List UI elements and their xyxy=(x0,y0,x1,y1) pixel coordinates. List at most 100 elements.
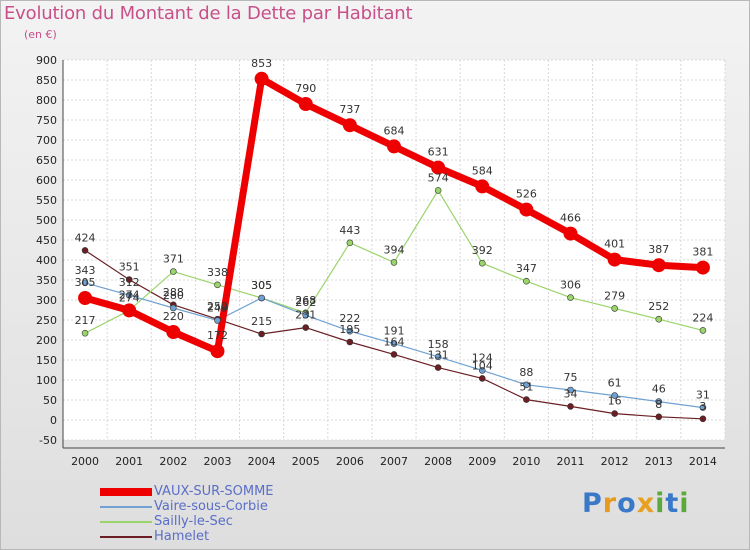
y-tick-label: 800 xyxy=(36,94,57,107)
x-tick-label: 2004 xyxy=(248,455,276,468)
data-point-vaux-sur-somme xyxy=(651,258,666,273)
data-label-vaire-sous-corbie: 191 xyxy=(384,325,405,338)
data-label-vaire-sous-corbie: 31 xyxy=(696,389,710,402)
data-point-vaire-sous-corbie xyxy=(170,304,177,312)
data-label-hamelet: 231 xyxy=(295,309,316,322)
legend-swatch xyxy=(100,506,152,508)
y-tick-label: 550 xyxy=(36,194,57,207)
data-label-sailly-le-sec: 279 xyxy=(604,289,625,302)
x-tick-label: 2014 xyxy=(689,455,717,468)
data-point-vaux-sur-somme xyxy=(210,344,225,359)
axes xyxy=(62,60,725,449)
data-point-vaire-sous-corbie xyxy=(125,291,133,299)
y-tick-label: 350 xyxy=(36,274,57,287)
gridlines xyxy=(62,59,726,441)
y-tick-label: 850 xyxy=(36,74,57,87)
legend-label: Hamelet xyxy=(154,529,210,544)
logo-letter: t xyxy=(665,488,680,519)
logo-letter: i xyxy=(655,488,666,519)
legend-swatch xyxy=(100,488,152,496)
data-point-vaire-sous-corbie xyxy=(523,381,530,389)
data-label-vaire-sous-corbie: 88 xyxy=(519,366,533,379)
data-label-vaire-sous-corbie: 75 xyxy=(564,371,578,384)
data-label-sailly-le-sec: 394 xyxy=(384,243,405,256)
data-point-vaire-sous-corbie xyxy=(214,317,221,324)
data-point-sailly-le-sec xyxy=(567,294,574,301)
x-tick-label: 2010 xyxy=(512,455,540,468)
data-label-vaire-sous-corbie: 46 xyxy=(652,383,666,396)
data-point-vaux-sur-somme xyxy=(78,291,93,305)
data-label-vaire-sous-corbie: 262 xyxy=(295,296,316,309)
data-label-sailly-le-sec: 338 xyxy=(207,266,228,279)
data-point-hamelet xyxy=(346,338,354,346)
y-tick-label: 250 xyxy=(36,314,57,327)
y-tick-label: 650 xyxy=(36,154,57,167)
data-label-hamelet: 424 xyxy=(75,231,96,244)
data-label-hamelet: 16 xyxy=(608,395,622,408)
x-tick-label: 2001 xyxy=(115,455,143,468)
data-point-vaire-sous-corbie xyxy=(655,398,663,405)
x-tick-label: 2000 xyxy=(71,455,99,468)
data-label-hamelet: 104 xyxy=(472,359,493,372)
y-tick-label: 900 xyxy=(36,54,57,67)
data-point-vaire-sous-corbie xyxy=(478,367,486,374)
x-tick-label: 2013 xyxy=(645,455,673,468)
data-label-vaire-sous-corbie: 312 xyxy=(119,276,140,289)
data-label-vaux-sur-somme: 631 xyxy=(428,146,449,159)
data-point-hamelet xyxy=(434,364,442,371)
y-tick-label: 600 xyxy=(36,174,57,187)
data-label-vaire-sous-corbie: 249 xyxy=(207,301,228,314)
data-point-vaux-sur-somme xyxy=(254,71,269,86)
data-label-sailly-le-sec: 224 xyxy=(692,311,713,324)
y-tick-label: 50 xyxy=(43,394,57,407)
data-label-vaux-sur-somme: 387 xyxy=(648,243,669,256)
data-point-vaire-sous-corbie xyxy=(611,392,618,399)
data-label-sailly-le-sec: 268 xyxy=(295,294,316,307)
data-point-sailly-le-sec xyxy=(523,277,530,285)
data-point-hamelet xyxy=(478,375,486,382)
data-point-vaux-sur-somme xyxy=(519,202,534,217)
data-point-hamelet xyxy=(655,413,663,421)
data-point-sailly-le-sec xyxy=(346,239,354,247)
data-label-sailly-le-sec: 274 xyxy=(119,291,140,304)
data-point-vaux-sur-somme xyxy=(695,260,710,275)
legend-swatch xyxy=(100,521,152,523)
data-label-vaux-sur-somme: 466 xyxy=(560,212,581,225)
data-label-sailly-le-sec: 252 xyxy=(648,300,669,313)
chart-title: Evolution du Montant de la Dette par Hab… xyxy=(4,3,413,24)
data-label-vaire-sous-corbie: 158 xyxy=(428,338,449,351)
data-label-sailly-le-sec: 443 xyxy=(339,224,360,237)
data-point-vaux-sur-somme xyxy=(607,252,622,267)
data-label-hamelet: 51 xyxy=(519,381,533,394)
x-tick-label: 2006 xyxy=(336,455,364,468)
data-label-vaux-sur-somme: 381 xyxy=(692,246,713,259)
data-point-vaux-sur-somme xyxy=(387,139,401,154)
legend-label: VAUX-SUR-SOMME xyxy=(154,484,274,499)
y-tick-label: 300 xyxy=(36,294,57,307)
data-label-hamelet: 3 xyxy=(699,400,706,413)
logo-letter: i xyxy=(679,488,690,519)
data-point-sailly-le-sec xyxy=(611,305,618,312)
data-point-vaire-sous-corbie xyxy=(567,386,574,394)
data-label-hamelet: 8 xyxy=(655,398,662,411)
data-label-sailly-le-sec: 217 xyxy=(75,314,96,327)
data-label-vaux-sur-somme: 401 xyxy=(604,238,625,251)
data-point-hamelet xyxy=(611,410,618,417)
data-label-vaire-sous-corbie: 124 xyxy=(472,351,493,364)
data-label-sailly-le-sec: 305 xyxy=(251,279,272,292)
y-tick-label: -50 xyxy=(39,434,57,447)
data-point-vaux-sur-somme xyxy=(475,179,490,194)
data-label-vaux-sur-somme: 172 xyxy=(207,329,228,342)
logo-letter: P xyxy=(582,488,603,519)
data-point-hamelet xyxy=(523,396,530,403)
data-label-vaux-sur-somme: 584 xyxy=(472,164,493,177)
data-point-vaux-sur-somme xyxy=(431,160,446,175)
data-label-sailly-le-sec: 392 xyxy=(472,244,493,257)
y-tick-label: 100 xyxy=(36,374,57,387)
data-label-vaux-sur-somme: 526 xyxy=(516,188,537,201)
logo-letter: o xyxy=(617,488,637,519)
data-point-hamelet xyxy=(567,403,574,410)
data-point-vaire-sous-corbie xyxy=(81,279,89,287)
data-labels: 424 351 288 252 215 231 195 164 131 104 51 34 16 8 3 21… xyxy=(75,57,714,413)
data-label-vaux-sur-somme: 684 xyxy=(384,124,405,137)
